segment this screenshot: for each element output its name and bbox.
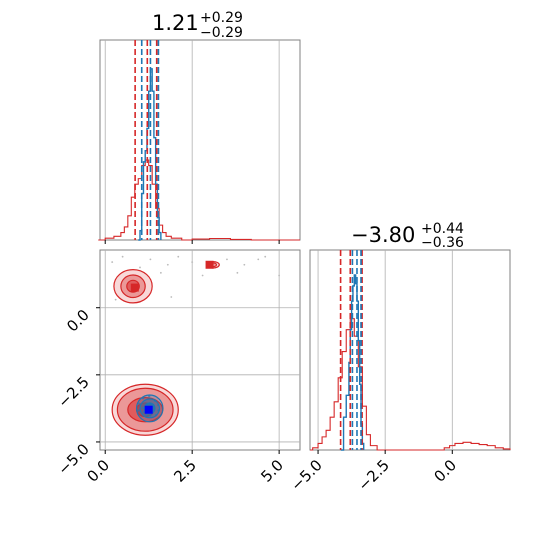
title-param-1-sub: −0.29: [200, 25, 243, 41]
joint-xtick-label-2: 5.0: [257, 456, 287, 486]
hist-param-2-xtick-label-2: 0.0: [431, 456, 461, 486]
joint-blue-sample-3: [154, 399, 157, 402]
joint-sample-11: [201, 274, 204, 277]
title-param-1: 1.21: [152, 11, 199, 35]
joint-sample-3: [166, 263, 169, 266]
hist-param-2-red: [310, 318, 511, 451]
hist-param-1-frame: [99, 39, 301, 241]
joint-sample-13: [170, 296, 173, 298]
joint-sample-2: [149, 258, 152, 261]
joint-blue-sample-4: [137, 409, 140, 412]
joint-sample-8: [264, 255, 267, 258]
joint-sample-9: [278, 274, 281, 277]
joint-sample-1: [121, 255, 124, 258]
joint-blue-sample-17: [141, 406, 145, 410]
hist-param-2-xtick-label-1: −2.5: [355, 456, 393, 494]
joint-xtick-label-0: 0.0: [83, 456, 113, 486]
joint-red-marker-1: [205, 260, 214, 269]
joint-blue-sample-18: [154, 414, 158, 417]
title-param-2-sup: +0.44: [421, 221, 464, 237]
joint-ytick-label-1: −2.5: [54, 373, 92, 411]
joint-ytick-label-2: 0.0: [63, 306, 93, 336]
joint-blue-marker: [144, 405, 153, 414]
joint-blue-sample-6: [147, 402, 150, 406]
joint-blue-sample-19: [148, 394, 151, 398]
joint-xtick-label-1: 2.5: [170, 456, 200, 486]
joint-sample-10: [159, 271, 162, 274]
joint-blue-sample-13: [157, 409, 160, 412]
joint-sample-12: [114, 298, 117, 301]
joint-blue-sample-8: [157, 403, 160, 407]
joint-blue-sample-9: [137, 402, 141, 405]
joint-sample-16: [139, 266, 141, 269]
joint-blue-sample-11: [149, 402, 153, 406]
title-param-2: −3.80: [351, 223, 415, 247]
joint-sample-5: [191, 261, 194, 263]
joint-blue-sample-14: [141, 397, 145, 400]
title-param-2-sub: −0.36: [421, 235, 464, 251]
hist-param-1-red: [98, 159, 300, 241]
joint-sample-14: [236, 271, 239, 274]
title-param-2-main: −3.80: [351, 223, 415, 247]
joint-sample-4: [177, 255, 180, 258]
title-param-1-sup: +0.29: [200, 10, 243, 26]
joint-blue-sample-12: [142, 410, 146, 414]
joint-blue-sample-7: [145, 413, 148, 416]
joint-sample-7: [243, 263, 246, 266]
joint-sample-0: [111, 261, 114, 263]
joint-sample-6: [226, 258, 228, 261]
hist-param-2-xtick-label-0: −5.0: [287, 456, 325, 494]
joint-blue-sample-21: [152, 406, 156, 409]
joint-blue-sample-2: [149, 414, 152, 417]
title-param-1-main: 1.21: [152, 11, 199, 35]
joint-red-marker-0: [130, 283, 139, 292]
joint-sample-15: [257, 258, 260, 261]
